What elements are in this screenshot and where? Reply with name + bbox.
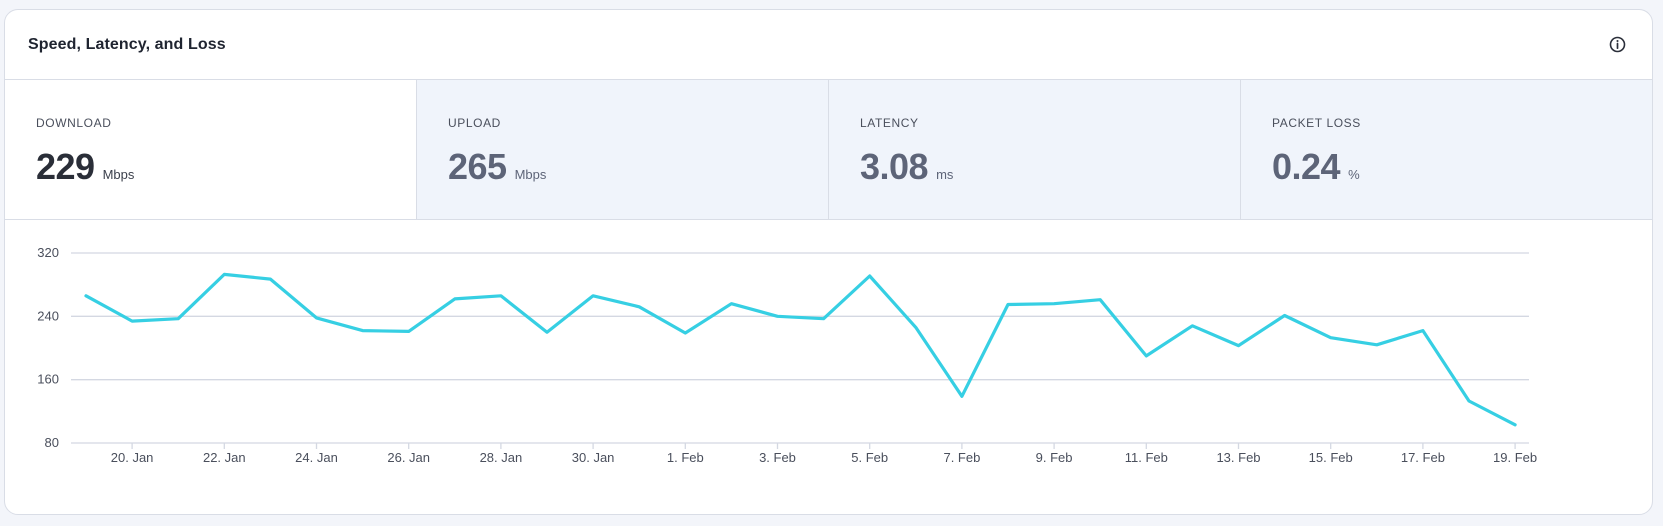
x-tick-label: 1. Feb [667,450,704,465]
data-point[interactable] [404,326,414,336]
data-point[interactable] [1234,341,1244,351]
data-point[interactable] [911,322,921,332]
x-tick-label: 3. Feb [759,450,796,465]
data-point[interactable] [173,314,183,324]
data-point[interactable] [773,311,783,321]
download-series-line [84,272,1517,427]
metric-tab-upload[interactable]: UPLOAD 265 Mbps [416,80,828,219]
x-tick-label: 30. Jan [572,450,615,465]
y-tick-label: 80 [45,435,59,450]
data-point[interactable] [312,313,322,323]
data-point[interactable] [819,314,829,324]
x-tick-label: 15. Feb [1309,450,1353,465]
download-chart: 80 160 240 320 20. Jan 22. Jan 24. Jan 26. Jan 2… [5,221,1652,514]
metric-unit: Mbps [102,167,135,182]
chart-svg: 80 160 240 320 20. Jan 22. Jan 24. Jan 26. Jan 2… [37,245,1537,465]
x-tick-label: 19. Feb [1493,450,1537,465]
data-point[interactable] [1510,420,1520,430]
x-tick-label: 26. Jan [387,450,430,465]
data-point[interactable] [450,294,460,304]
metric-value: 229 [36,146,95,187]
metric-label: PACKET LOSS [1272,116,1361,130]
data-point[interactable] [1326,333,1336,343]
x-tick-label: 20. Jan [111,450,154,465]
metric-value: 265 [448,146,507,187]
data-point[interactable] [588,291,598,301]
info-icon[interactable] [1606,34,1628,56]
x-tick-label: 7. Feb [943,450,980,465]
data-point[interactable] [496,291,506,301]
data-point[interactable] [1187,321,1197,331]
data-point[interactable] [865,271,875,281]
metric-value: 3.08 [860,146,929,187]
data-point[interactable] [726,299,736,309]
data-point[interactable] [1418,326,1428,336]
data-point[interactable] [634,302,644,312]
data-point[interactable] [219,269,229,279]
metric-unit: ms [936,167,954,182]
data-point[interactable] [1095,295,1105,305]
metric-value: 0.24 [1272,146,1341,187]
data-point[interactable] [680,328,690,338]
data-point[interactable] [1372,340,1382,350]
speed-latency-loss-card: Speed, Latency, and Loss DOWNLOAD 229 Mb… [4,9,1653,515]
x-tick-label: 22. Jan [203,450,246,465]
data-point[interactable] [1003,299,1013,309]
y-tick-label: 160 [37,372,59,387]
y-tick-label: 240 [37,308,59,323]
metric-tab-packet-loss[interactable]: PACKET LOSS 0.24 % [1240,80,1652,219]
metric-tab-download[interactable]: DOWNLOAD 229 Mbps [5,80,416,219]
metric-label: LATENCY [860,116,919,130]
x-tick-label: 5. Feb [851,450,888,465]
data-point[interactable] [1141,351,1151,361]
metrics-row: DOWNLOAD 229 Mbps UPLOAD 265 Mbps LATENC… [5,80,1652,220]
data-point[interactable] [81,291,91,301]
metric-unit: Mbps [514,167,547,182]
metric-tab-latency[interactable]: LATENCY 3.08 ms [828,80,1240,219]
metric-label: UPLOAD [448,116,501,130]
x-tick-label: 11. Feb [1125,450,1168,465]
x-tick-label: 9. Feb [1036,450,1073,465]
data-point[interactable] [358,326,368,336]
x-tick-label: 28. Jan [480,450,523,465]
y-tick-label: 320 [37,245,59,260]
data-point[interactable] [265,274,275,284]
metric-unit: % [1348,167,1360,182]
data-point[interactable] [1280,311,1290,321]
x-tick-label: 17. Feb [1401,450,1445,465]
data-point[interactable] [1464,396,1474,406]
metric-label: DOWNLOAD [36,116,112,130]
x-tick-label: 24. Jan [295,450,338,465]
card-header: Speed, Latency, and Loss [5,10,1652,80]
data-point[interactable] [1049,299,1059,309]
data-point[interactable] [542,327,552,337]
data-point[interactable] [127,316,137,326]
x-tick-label: 13. Feb [1216,450,1260,465]
panel-title: Speed, Latency, and Loss [28,35,226,53]
data-point[interactable] [957,391,967,401]
